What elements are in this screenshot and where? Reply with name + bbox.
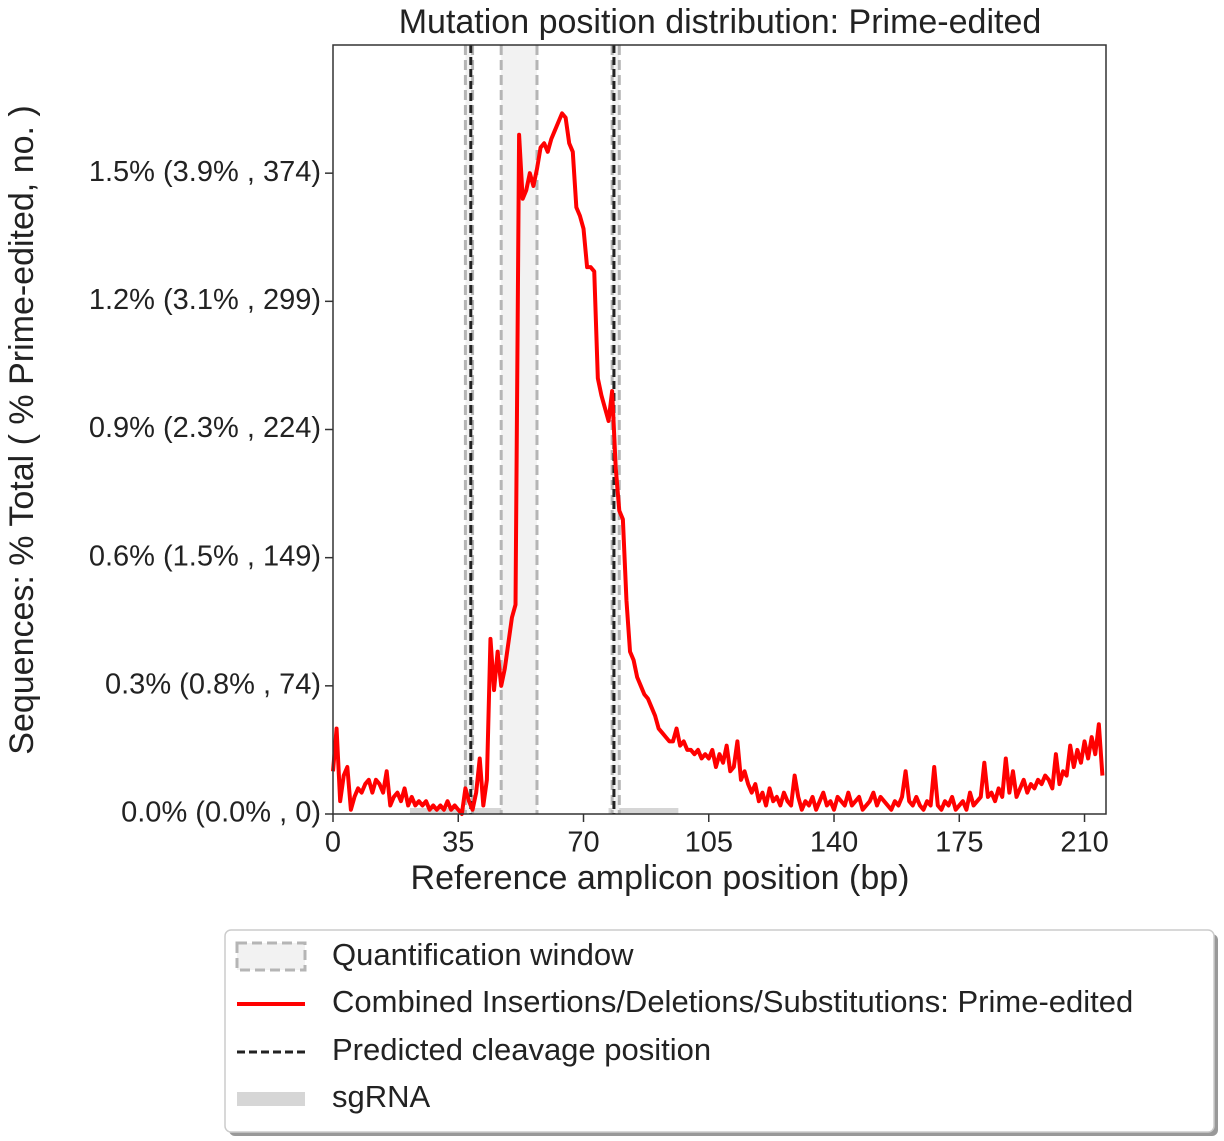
x-tick-label: 210 bbox=[1060, 827, 1108, 859]
y-tick-label: 0.0% (0.0% , 0) bbox=[121, 797, 321, 829]
x-tick-label: 140 bbox=[810, 827, 858, 859]
quantification-window bbox=[465, 45, 473, 814]
legend-label: Combined Insertions/Deletions/Substituti… bbox=[332, 984, 1133, 1019]
x-axis-label: Reference amplicon position (bp) bbox=[411, 859, 910, 897]
legend-swatch bbox=[235, 941, 307, 972]
y-tick-label: 1.5% (3.9% , 374) bbox=[89, 156, 321, 188]
legend-label: Quantification window bbox=[332, 937, 634, 972]
x-tick-label: 35 bbox=[442, 827, 474, 859]
y-tick-label: 1.2% (3.1% , 299) bbox=[89, 284, 321, 316]
legend-label: sgRNA bbox=[332, 1079, 431, 1114]
y-tick-label: 0.9% (2.3% , 224) bbox=[89, 412, 321, 444]
data-line bbox=[331, 111, 1105, 816]
x-tick-label: 105 bbox=[685, 827, 733, 859]
chart-title: Mutation position distribution: Prime-ed… bbox=[399, 3, 1042, 41]
legend-box bbox=[224, 929, 1215, 1133]
x-tick-label: 0 bbox=[325, 827, 341, 859]
legend-label: Predicted cleavage position bbox=[332, 1032, 711, 1067]
y-axis-label: Sequences: % Total ( % Prime-edited, no.… bbox=[3, 105, 41, 754]
plot-frame bbox=[332, 44, 1107, 815]
y-tick-label: 0.3% (0.8% , 74) bbox=[105, 668, 321, 700]
x-tick-label: 70 bbox=[567, 827, 599, 859]
x-tick-label: 175 bbox=[935, 827, 983, 859]
sgrna-bar bbox=[608, 808, 679, 814]
y-tick-label: 0.6% (1.5% , 149) bbox=[89, 540, 321, 572]
